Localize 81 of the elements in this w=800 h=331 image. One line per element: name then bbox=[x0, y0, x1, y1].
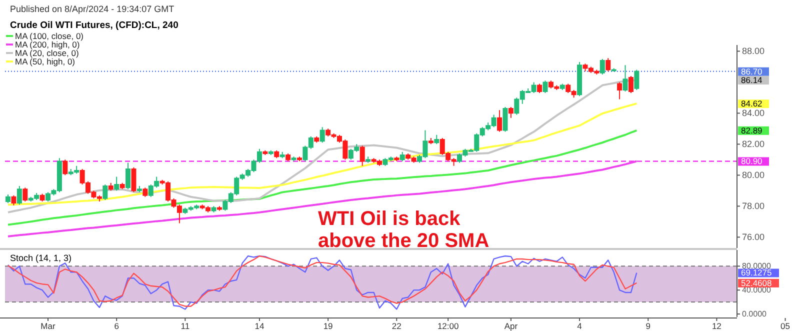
annotation: 82.89 bbox=[741, 125, 763, 136]
y-tick-label: 78.00 bbox=[742, 201, 765, 212]
ref-line-label: 80.90 bbox=[741, 156, 763, 166]
annotation: 84.62 bbox=[741, 98, 763, 109]
candlestick bbox=[120, 182, 125, 190]
x-tick-label: Apr bbox=[504, 321, 518, 331]
line-series bbox=[7, 129, 638, 226]
candlestick bbox=[22, 187, 28, 202]
candlestick bbox=[600, 58, 605, 75]
candlestick bbox=[360, 145, 365, 166]
candlestick bbox=[274, 150, 280, 159]
x-tick-label: 4 bbox=[577, 321, 582, 331]
candlestick bbox=[617, 82, 622, 100]
candlestick bbox=[136, 186, 142, 193]
annotation: WTI Oil is back above the 20 SMA bbox=[318, 208, 490, 252]
annotation: 86.14 bbox=[741, 75, 763, 86]
candlestick bbox=[262, 150, 268, 156]
x-tick-label: 12 bbox=[712, 321, 722, 331]
candlestick bbox=[434, 134, 440, 145]
candlestick bbox=[577, 62, 582, 97]
line-series bbox=[7, 102, 638, 206]
candlestick bbox=[102, 184, 108, 200]
candlestick bbox=[400, 151, 405, 162]
candlestick bbox=[108, 182, 114, 192]
candlestick bbox=[216, 206, 222, 212]
y-tick-label: 84.00 bbox=[742, 108, 765, 118]
candlestick bbox=[606, 58, 611, 72]
candlestick bbox=[320, 126, 325, 144]
x-tick-label: 9 bbox=[646, 321, 651, 331]
y-tick-label: 80.00 bbox=[742, 170, 765, 180]
chart-title: Crude Oil WTI Futures, (CFD):CL, 240 bbox=[10, 20, 178, 31]
candlestick bbox=[280, 151, 285, 159]
y-tick-label: 76.00 bbox=[742, 232, 765, 242]
candlestick bbox=[114, 176, 120, 192]
candlestick bbox=[142, 187, 148, 198]
x-tick-label: Mar bbox=[40, 321, 56, 331]
text: Published on 8/Apr/2024 - 19:34:07 GMT bbox=[10, 4, 175, 14]
candlestick bbox=[62, 159, 68, 176]
annotation: 52.4608 bbox=[741, 278, 772, 288]
legend-label: MA (50, high, 0) bbox=[15, 56, 76, 66]
candlestick bbox=[502, 106, 508, 132]
candlestick bbox=[537, 83, 542, 94]
legend-label: MA (200, high, 0) bbox=[15, 40, 80, 50]
candlestick bbox=[428, 137, 434, 145]
x-tick-label: 22 bbox=[392, 321, 402, 331]
candlestick bbox=[508, 106, 514, 118]
y-tick-label: 0.0000 bbox=[742, 310, 768, 319]
candlestick bbox=[268, 150, 274, 156]
candlestick bbox=[211, 206, 216, 213]
candlestick bbox=[291, 156, 296, 162]
candlestick bbox=[366, 156, 371, 164]
candlestick bbox=[622, 64, 628, 92]
x-tick-label: 05 bbox=[780, 321, 790, 331]
candlestick bbox=[11, 194, 16, 206]
candlestick bbox=[628, 75, 634, 94]
candlestick bbox=[286, 152, 291, 162]
candlestick bbox=[634, 69, 640, 90]
legend-label: MA (20, close, 0) bbox=[15, 48, 79, 58]
candlestick bbox=[542, 80, 548, 94]
y-tick-label: 88.00 bbox=[742, 46, 765, 56]
x-tick-label: 6 bbox=[114, 321, 120, 331]
candlestick bbox=[131, 166, 136, 193]
candlestick bbox=[394, 156, 400, 162]
candlestick bbox=[126, 162, 131, 190]
candlestick bbox=[16, 186, 22, 206]
x-tick-label: 19 bbox=[323, 321, 334, 331]
legend-label: MA (100, close, 0) bbox=[15, 31, 84, 41]
y-tick-label: 82.00 bbox=[742, 139, 765, 150]
candlestick bbox=[314, 136, 320, 144]
candlestick bbox=[497, 110, 502, 132]
x-tick-label: 14 bbox=[254, 321, 264, 331]
candlestick bbox=[611, 68, 616, 72]
x-tick-label: 11 bbox=[180, 321, 190, 331]
chart-title: Stoch (14, 1, 3) bbox=[10, 253, 72, 263]
x-tick-label: 12:00 bbox=[437, 321, 459, 331]
candlestick bbox=[560, 83, 565, 90]
candlestick bbox=[296, 156, 302, 162]
candlestick bbox=[40, 193, 45, 202]
candlestick bbox=[6, 194, 10, 204]
y-tick-label: 40.0000 bbox=[742, 286, 772, 295]
ref-line-label: 86.70 bbox=[741, 66, 763, 76]
